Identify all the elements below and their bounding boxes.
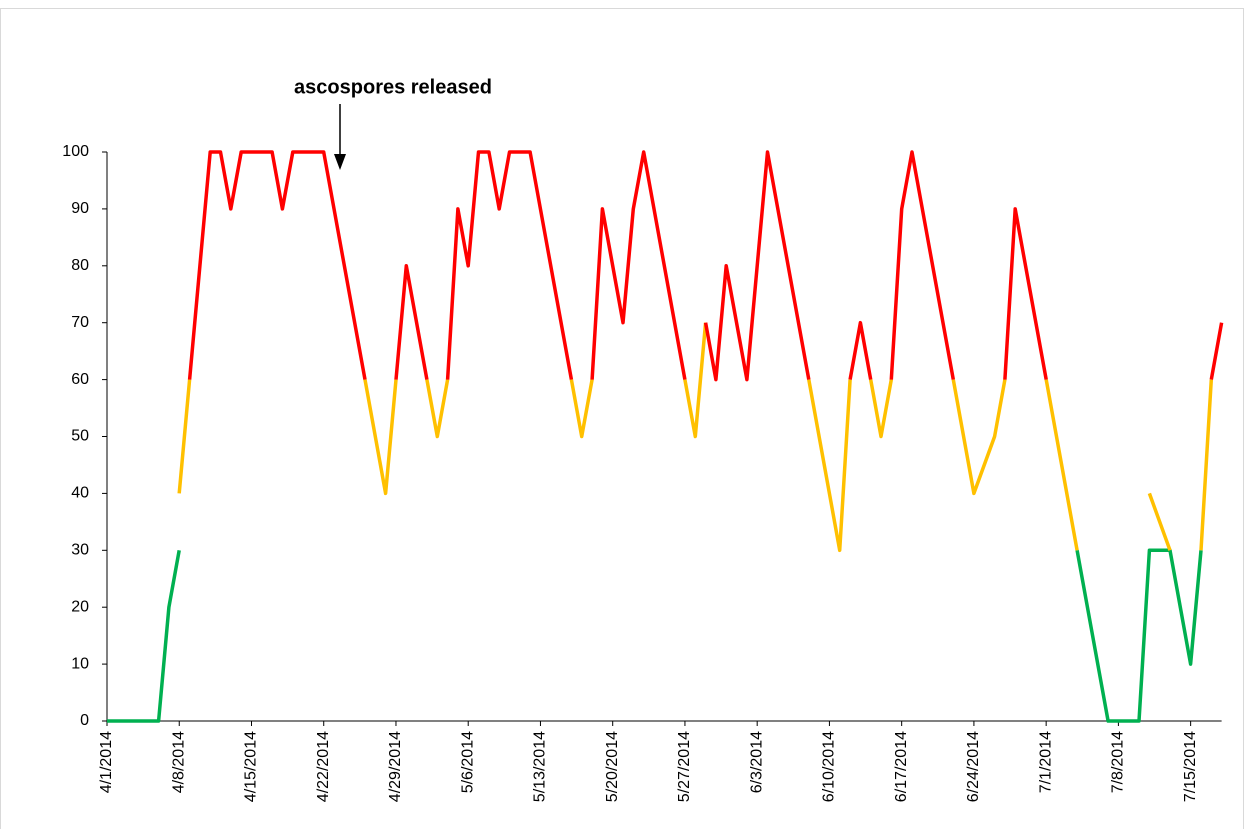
y-tick-label: 10 [71,655,89,672]
y-tick-label: 20 [71,598,89,615]
x-tick-label: 6/24/2014 [965,731,982,802]
x-tick-label: 5/6/2014 [459,731,476,793]
x-tick-label: 6/3/2014 [748,731,765,793]
x-tick-label: 5/20/2014 [604,731,621,802]
x-tick-label: 6/10/2014 [821,731,838,802]
y-tick-label: 90 [71,200,89,217]
series-line [107,548,1203,723]
x-tick-label: 5/13/2014 [532,731,549,802]
y-tick-label: 60 [71,371,89,388]
y-tick-label: 80 [71,257,89,274]
series-line [177,322,1214,553]
y-tick-label: 100 [62,143,89,160]
x-tick-label: 4/15/2014 [243,731,260,802]
series-line [187,150,1224,382]
y-tick-label: 30 [71,542,89,559]
y-tick-label: 40 [71,485,89,502]
y-tick-label: 0 [80,712,89,729]
annotation-arrowhead [334,154,346,170]
annotation: ascospores released [294,76,492,98]
x-tick-label: 4/1/2014 [98,731,115,793]
x-tick-label: 5/27/2014 [676,731,693,802]
x-tick-label: 4/29/2014 [387,731,404,802]
y-tick-label: 70 [71,314,89,331]
x-tick-label: 4/22/2014 [315,731,332,802]
x-tick-label: 4/8/2014 [170,731,187,793]
x-tick-label: 7/8/2014 [1110,731,1127,793]
y-tick-label: 50 [71,428,89,445]
x-tick-label: 7/15/2014 [1182,731,1199,802]
x-tick-label: 7/1/2014 [1037,731,1054,793]
x-tick-label: 6/17/2014 [893,731,910,802]
